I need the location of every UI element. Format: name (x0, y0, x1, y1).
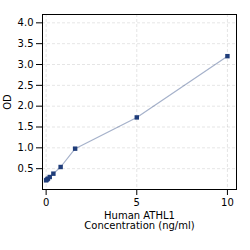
svg-text:1.0: 1.0 (18, 142, 34, 153)
svg-text:3.0: 3.0 (18, 59, 34, 70)
svg-text:2.0: 2.0 (18, 100, 34, 111)
svg-text:1.5: 1.5 (18, 121, 34, 132)
svg-text:10: 10 (221, 197, 234, 208)
svg-text:2.5: 2.5 (18, 80, 34, 91)
svg-text:Human ATHL1Concentration (ng/m: Human ATHL1Concentration (ng/ml) (84, 210, 194, 231)
svg-text:4.0: 4.0 (18, 17, 34, 28)
svg-text:5: 5 (134, 197, 140, 208)
svg-text:OD: OD (2, 94, 13, 110)
svg-text:0.5: 0.5 (18, 163, 34, 174)
svg-text:0: 0 (43, 197, 49, 208)
svg-text:3.5: 3.5 (18, 38, 34, 49)
